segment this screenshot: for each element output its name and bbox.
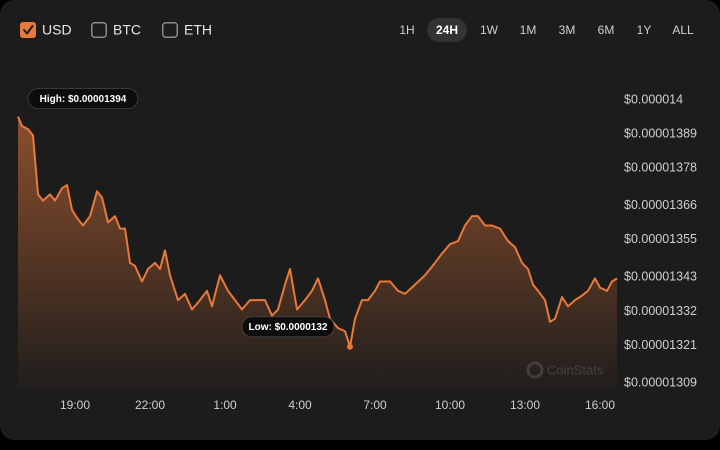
low-label: Low: $0.0000132	[249, 322, 328, 333]
timeframe-label[interactable]: 1W	[480, 23, 499, 37]
high-label-bg	[27, 88, 139, 110]
currency-label[interactable]: USD	[42, 22, 72, 38]
x-tick-label: 13:00	[510, 398, 540, 412]
timeframe-button[interactable]: 3M	[559, 23, 576, 37]
timeframe-button[interactable]: 1Y	[637, 23, 652, 37]
y-tick-label: $0.00001378	[624, 161, 697, 175]
timeframe-button[interactable]: 1W	[480, 23, 499, 37]
timeframe-label[interactable]: 24H	[436, 23, 458, 37]
x-tick-label: 16:00	[585, 398, 615, 412]
x-tick-label: 10:00	[435, 398, 465, 412]
timeframe-button[interactable]: 24H	[427, 18, 467, 42]
currency-toggle[interactable]: ETH	[162, 22, 212, 38]
currency-toggle[interactable]: BTC	[91, 22, 141, 38]
y-tick-label: $0.00001389	[624, 127, 697, 141]
y-tick-label: $0.00001355	[624, 232, 697, 246]
timeframe-button[interactable]: ALL	[672, 23, 694, 37]
checkbox[interactable]	[91, 22, 107, 38]
timeframe-label[interactable]: 1H	[399, 23, 414, 37]
x-tick-label: 19:00	[60, 398, 90, 412]
y-tick-label: $0.00001309	[624, 375, 697, 389]
y-tick-label: $0.00001321	[624, 338, 697, 352]
checkbox[interactable]	[162, 22, 178, 38]
currency-label[interactable]: ETH	[184, 22, 212, 38]
checkbox-checked[interactable]	[20, 22, 36, 38]
currency-label[interactable]: BTC	[113, 22, 141, 38]
x-tick-label: 22:00	[135, 398, 165, 412]
timeframe-label[interactable]: 3M	[559, 23, 576, 37]
x-tick-label: 7:00	[363, 398, 387, 412]
check-mark	[23, 25, 34, 35]
timeframe-label[interactable]: 1Y	[637, 23, 652, 37]
x-tick-label: 4:00	[288, 398, 312, 412]
area-fill	[18, 116, 617, 390]
y-tick-label: $0.00001332	[624, 304, 697, 318]
currency-toggle[interactable]: USD	[20, 22, 72, 38]
high-label: High: $0.00001394	[40, 94, 127, 105]
timeframe-label[interactable]: ALL	[672, 23, 694, 37]
low-label-bg	[241, 316, 335, 338]
timeframe-label[interactable]: 6M	[598, 23, 615, 37]
price-line	[17, 116, 618, 348]
timeframe-button[interactable]: 1H	[399, 23, 414, 37]
timeframe-active-bg[interactable]	[427, 18, 467, 42]
timeframe-button[interactable]: 6M	[598, 23, 615, 37]
y-tick-label: $0.00001366	[624, 198, 697, 212]
timeframe-label[interactable]: 1M	[520, 23, 537, 37]
low-point	[347, 343, 353, 350]
x-tick-label: 1:00	[213, 398, 237, 412]
y-tick-label: $0.000014	[624, 92, 683, 106]
timeframe-button[interactable]: 1M	[520, 23, 537, 37]
y-tick-label: $0.00001343	[624, 270, 697, 284]
